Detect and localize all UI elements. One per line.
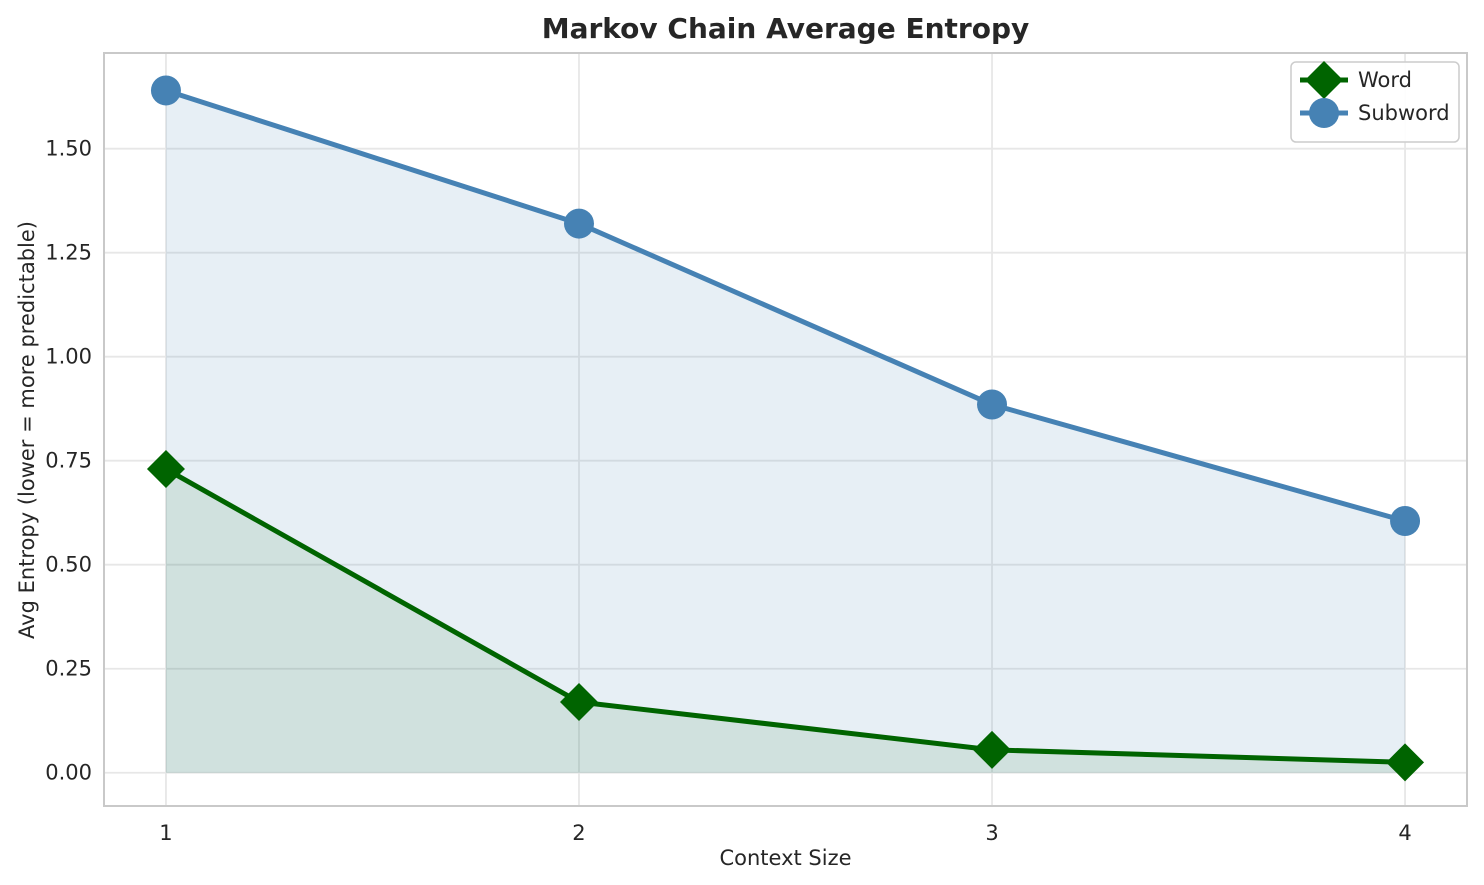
area-fill-subword bbox=[165, 90, 1406, 773]
marker-word-x3 bbox=[973, 730, 1012, 769]
x-tick-label: 2 bbox=[572, 821, 585, 845]
y-tick-label: 0.25 bbox=[45, 657, 92, 681]
marker-subword-x3 bbox=[977, 389, 1008, 420]
chart-title: Markov Chain Average Entropy bbox=[541, 12, 1030, 45]
legend-item-word: Word bbox=[1300, 61, 1412, 99]
legend-item-subword: Subword bbox=[1300, 98, 1450, 128]
marker-subword-x4 bbox=[1390, 506, 1421, 537]
legend: Word Subword bbox=[1290, 61, 1460, 143]
marker-word-x1 bbox=[146, 450, 185, 489]
x-tick-label: 4 bbox=[1398, 821, 1411, 845]
y-tick-label: 1.00 bbox=[45, 345, 92, 369]
y-tick-label: 0.00 bbox=[45, 761, 92, 785]
legend-diamond-marker bbox=[1305, 61, 1343, 99]
y-tick-label: 1.50 bbox=[45, 137, 92, 161]
x-axis-label: Context Size bbox=[719, 846, 852, 870]
y-tick-label: 1.25 bbox=[45, 241, 92, 265]
marker-word-x4 bbox=[1386, 743, 1425, 782]
x-tick-label: 3 bbox=[985, 821, 998, 845]
x-tick-label: 1 bbox=[159, 821, 172, 845]
y-tick-label: 0.75 bbox=[45, 449, 92, 473]
legend-circle-marker bbox=[1309, 98, 1339, 128]
y-tick-label: 0.50 bbox=[45, 553, 92, 577]
marker-word-x2 bbox=[559, 682, 598, 721]
line-word bbox=[163, 466, 1408, 765]
area-fill-word bbox=[165, 469, 1406, 773]
marker-subword-x2 bbox=[563, 208, 594, 239]
marker-subword-x1 bbox=[150, 75, 181, 106]
legend-label: Subword bbox=[1358, 101, 1450, 125]
line-subword bbox=[163, 87, 1408, 524]
plot-area bbox=[104, 53, 1467, 806]
axes-spines bbox=[103, 52, 1468, 807]
legend-label: Word bbox=[1358, 68, 1412, 92]
